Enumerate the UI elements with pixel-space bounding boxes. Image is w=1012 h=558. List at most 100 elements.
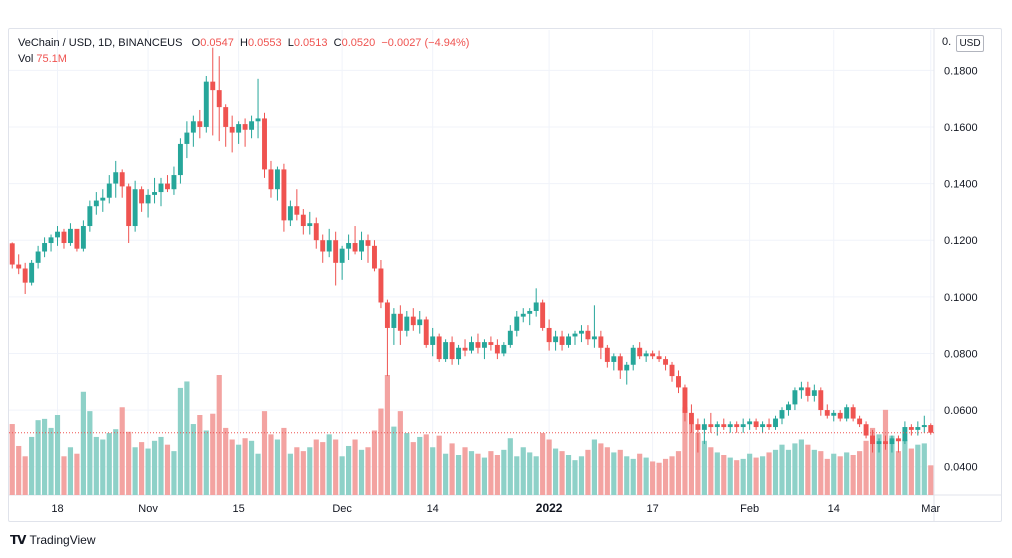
candle-body <box>119 172 125 187</box>
volume-bar <box>184 381 190 495</box>
candle-body <box>559 336 565 345</box>
candle-body <box>798 387 804 391</box>
candle-body <box>190 121 196 133</box>
volume-bar <box>514 456 520 495</box>
candle-body <box>656 356 662 360</box>
candle-body <box>42 243 48 252</box>
candle-body <box>876 441 882 445</box>
volume-bar <box>494 455 500 495</box>
volume-bar <box>772 449 779 495</box>
candle-body <box>643 353 649 357</box>
volume-bar <box>857 451 863 495</box>
candle-body <box>663 359 669 365</box>
candle-body <box>507 330 513 345</box>
price-tick-label: 0.1200 <box>944 235 978 247</box>
candle-body <box>145 194 151 204</box>
candle-body <box>152 192 157 195</box>
volume-bar <box>326 434 332 495</box>
volume-bar <box>358 449 365 495</box>
candle-body <box>55 231 60 238</box>
close-value: 0.0520 <box>341 37 376 49</box>
candle-body <box>650 353 656 357</box>
candle-body <box>908 427 914 430</box>
candle-body <box>546 327 552 343</box>
candle-body <box>579 330 584 334</box>
candle-body <box>915 427 921 430</box>
candle-body <box>611 356 617 362</box>
candle-body <box>786 404 791 411</box>
candle-body <box>818 390 824 411</box>
candle-body <box>889 438 895 445</box>
candle-body <box>844 407 850 419</box>
time-tick-label: Nov <box>138 503 158 515</box>
candle-body <box>766 424 772 428</box>
volume-bar <box>637 453 643 495</box>
candle-body <box>339 248 345 263</box>
volume-bar <box>404 433 410 495</box>
candle-body <box>921 425 927 428</box>
volume-bar <box>617 449 623 495</box>
candle-body <box>365 240 371 246</box>
volume-value: 75.1M <box>36 53 67 65</box>
volume-bar <box>747 453 753 495</box>
currency-button[interactable]: USD <box>956 35 984 52</box>
volume-bar <box>792 443 798 495</box>
volume-bar <box>333 439 339 495</box>
candle-body <box>456 347 462 360</box>
candle-body <box>346 243 352 249</box>
volume-bar <box>669 456 675 495</box>
volume-bar <box>889 435 895 495</box>
volume-bar <box>61 456 67 495</box>
candle-body <box>721 424 727 428</box>
candle-body <box>255 118 261 122</box>
candle-body <box>837 412 843 419</box>
volume-bar <box>837 456 843 495</box>
candle-body <box>35 251 41 263</box>
candle-body <box>242 124 248 130</box>
candle-body <box>604 347 610 362</box>
candle-body <box>863 424 869 436</box>
volume-bar <box>281 427 287 495</box>
volume-bar <box>630 458 636 495</box>
volume-bar <box>268 434 274 495</box>
candle-body <box>93 200 99 207</box>
time-tick-label: Feb <box>740 503 759 515</box>
volume-bar <box>29 436 35 495</box>
volume-bar <box>48 427 54 495</box>
candle-body <box>158 183 164 193</box>
candle-body <box>676 376 681 388</box>
candle-body <box>792 390 798 405</box>
low-value: 0.0513 <box>293 37 328 49</box>
candle-body <box>688 412 694 425</box>
candle-body <box>598 336 604 348</box>
candle-body <box>850 407 856 419</box>
candle-body <box>481 342 487 348</box>
candle-body <box>9 243 15 265</box>
volume-bar <box>895 451 902 495</box>
candle-body <box>274 169 280 190</box>
footer-brand[interactable]: 𝗧𝗩 TradingView <box>10 533 96 547</box>
volume-bar <box>158 436 164 495</box>
volume-bar <box>210 413 216 495</box>
candle-body <box>326 240 332 252</box>
volume-bar <box>22 456 28 495</box>
volume-bar <box>126 431 132 495</box>
volume-bar <box>35 420 41 495</box>
volume-bar <box>261 411 268 495</box>
candle-body <box>701 424 707 430</box>
volume-bar <box>501 449 507 495</box>
volume-bar <box>54 415 61 495</box>
volume-bar <box>818 451 824 495</box>
change-value: −0.0027 (−4.94%) <box>381 37 470 49</box>
price-tick-label: 0.0400 <box>944 462 978 474</box>
volume-bar <box>320 442 326 495</box>
volume-bar <box>533 456 539 495</box>
volume-bar <box>9 424 15 495</box>
open-label: O <box>191 37 201 49</box>
time-tick-label: 15 <box>233 503 245 515</box>
high-value: 0.0553 <box>247 37 282 49</box>
volume-bar <box>753 457 759 495</box>
volume-bar <box>604 447 610 495</box>
volume-bar <box>87 411 93 495</box>
